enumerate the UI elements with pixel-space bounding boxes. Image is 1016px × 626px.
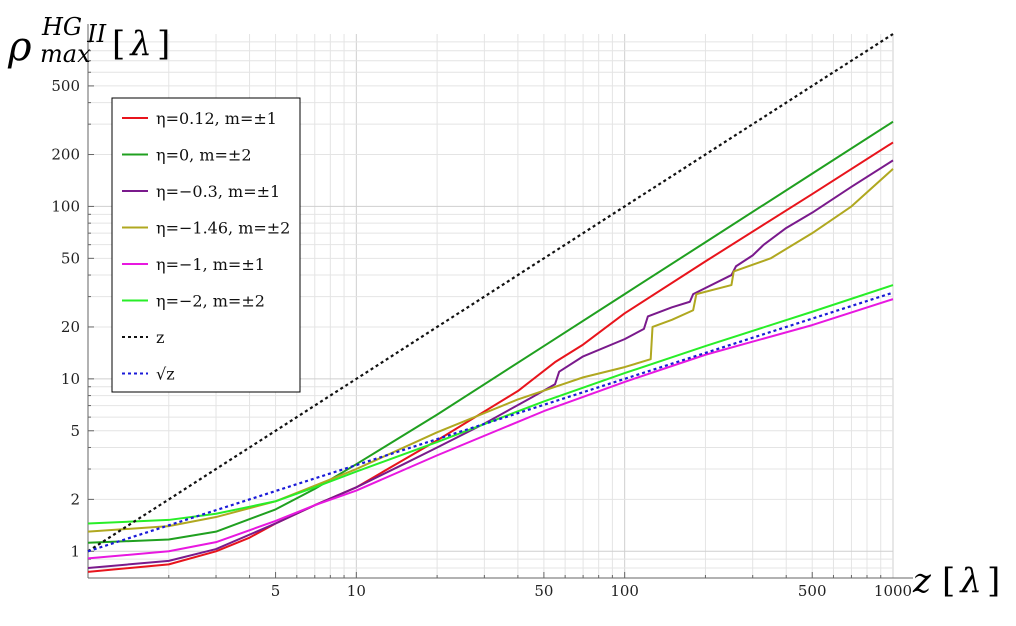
x-title-base: z (912, 561, 932, 601)
series-line-2 (87, 120, 894, 544)
series-line-5 (87, 298, 894, 560)
series-line-6 (87, 284, 894, 525)
svg-text:z [ λ ]: z [ λ ] (912, 561, 1000, 601)
y-title-subscript: max (40, 40, 91, 68)
y-title-base: ρ (7, 24, 32, 70)
y-tick-label: 100 (51, 197, 80, 215)
y-title-unit: λ (128, 24, 152, 64)
x-tick-label: 500 (798, 582, 827, 600)
y-tick-label: 50 (61, 249, 80, 267)
legend: η=0.12, m=±1 η=0, m=±2 η=−0.3, m=±1 η=−1.46… (111, 97, 301, 393)
x-tick-label: 1000 (874, 582, 912, 600)
x-tick-label: 5 (271, 582, 281, 600)
x-axis-title: z [ λ ] (912, 561, 1000, 601)
y-title-unit-close: ] (157, 24, 170, 64)
series-layer (87, 33, 894, 573)
tick-labels: 5 10 50 100 500 1000 1 2 5 10 20 50 100 200 500 (51, 77, 912, 600)
x-title-unit: λ (958, 561, 982, 601)
y-title-unit-open: [ (112, 24, 125, 64)
x-tick-label: 100 (610, 582, 639, 600)
y-axis-title: ρ HG II max [ λ ] (7, 13, 170, 70)
y-tick-label: 20 (61, 318, 80, 336)
axes (87, 24, 913, 579)
legend-label-4: η=−1.46, m=±2 (156, 219, 290, 238)
x-title-unit-close: ] (987, 561, 1000, 601)
y-title-superscript-sub: II (86, 20, 106, 48)
legend-box (111, 97, 301, 393)
svg-text:ρ: ρ (7, 24, 32, 70)
legend-label-3: η=−0.3, m=±1 (156, 182, 280, 201)
y-title-superscript: HG (41, 13, 82, 41)
svg-text:max: max (40, 40, 91, 68)
y-tick-label: 500 (51, 77, 80, 95)
legend-label-2: η=0, m=±2 (156, 146, 252, 165)
legend-label-8: √z (156, 365, 175, 384)
series-line-3 (87, 159, 894, 569)
legend-label-1: η=0.12, m=±1 (156, 109, 277, 128)
legend-label-7: z (156, 328, 164, 347)
y-tick-label: 200 (51, 146, 80, 164)
legend-label-5: η=−1, m=±1 (156, 255, 265, 274)
y-tick-label: 1 (70, 542, 80, 560)
x-tick-label: 10 (347, 582, 366, 600)
y-tick-label: 2 (70, 490, 80, 508)
legend-label-6: η=−2, m=±2 (156, 292, 265, 311)
svg-text:[ λ ]: [ λ ] (112, 24, 170, 64)
x-tick-label: 50 (534, 582, 553, 600)
x-title-unit-open: [ (942, 561, 955, 601)
y-tick-label: 5 (70, 422, 80, 440)
series-line-8 (87, 291, 894, 553)
y-tick-label: 10 (61, 370, 80, 388)
series-line-1 (87, 141, 894, 573)
svg-text:HG II: HG II (41, 13, 107, 48)
